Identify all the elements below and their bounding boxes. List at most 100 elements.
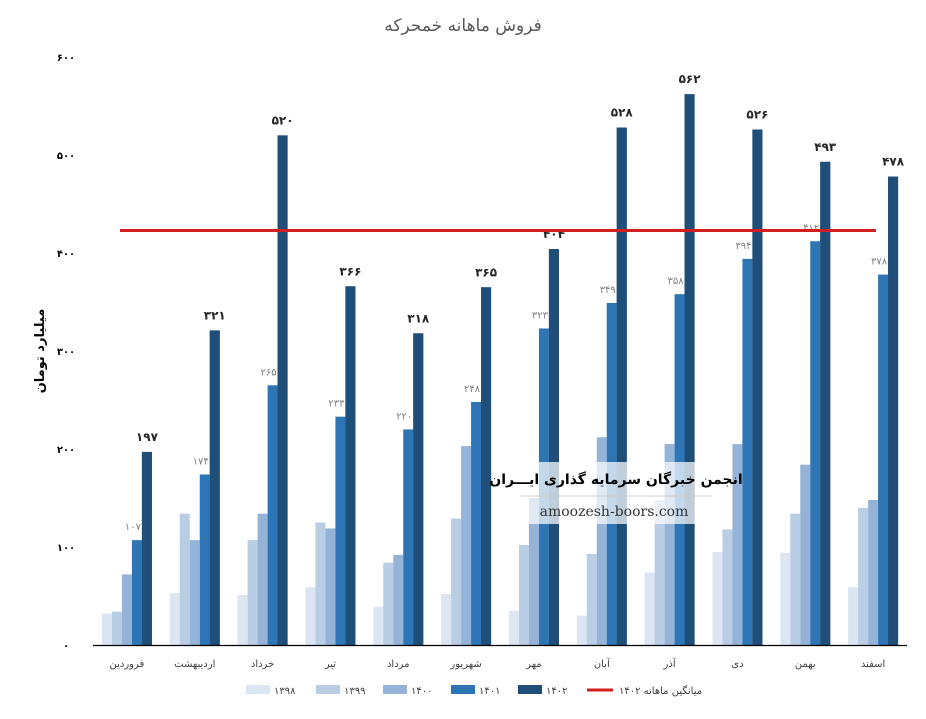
y-tick-label: ۰ [63, 641, 69, 652]
bar-2-6 [528, 498, 539, 645]
data-label-1402: ۳۲۱ [204, 308, 226, 322]
bar-1-2 [247, 540, 258, 645]
bar-1402-overlay [820, 161, 831, 646]
bar-1402-overlay [481, 287, 492, 645]
data-label-1401: ۲۴۸ [464, 384, 481, 395]
x-tick-label: مهر [525, 659, 541, 670]
bar-1-8 [654, 499, 665, 645]
bar-3-2 [267, 385, 278, 645]
bar-1-1 [179, 513, 190, 645]
bar-2-0 [121, 574, 132, 645]
data-label-1402: ۵۲۸ [611, 106, 634, 120]
data-label-1401: ۱۰۷ [125, 522, 142, 533]
legend-swatch [316, 685, 340, 694]
bar-1-11 [858, 507, 869, 645]
bar-0-3 [305, 587, 316, 645]
bar-1-7 [586, 553, 597, 645]
legend-label: ۱۳۹۹ [344, 686, 365, 697]
y-tick-label: ۶۰۰ [57, 53, 75, 64]
x-tick-label: شهریور [449, 659, 481, 670]
data-label-1401: ۲۳۳ [328, 399, 345, 410]
bar-2-8 [664, 444, 675, 645]
data-label-1402: ۵۶۲ [679, 72, 702, 86]
bar-3-11 [878, 274, 889, 645]
data-label-1401: ۳۴۹ [600, 285, 616, 296]
bar-0-9 [712, 551, 723, 645]
bar-2-4 [393, 554, 404, 645]
bar-1402-overlay [277, 135, 288, 645]
bar-1-4 [383, 562, 394, 645]
data-label-1401: ۳۷۸ [871, 257, 888, 268]
data-label-1402: ۳۱۸ [407, 311, 430, 325]
data-label-1402: ۳۶۵ [475, 265, 497, 279]
x-tick-label: بهمن [795, 659, 816, 670]
x-tick-label: مرداد [387, 659, 410, 670]
legend-label: ۱۴۰۲ [546, 686, 567, 697]
legend-swatch [518, 685, 542, 694]
bar-1402-overlay [345, 286, 356, 645]
bar-2-3 [325, 528, 336, 645]
data-label-1402: ۱۹۷ [136, 430, 159, 444]
data-label-1401: ۳۹۴ [735, 241, 751, 252]
x-tick-label: آذر [663, 657, 677, 670]
x-tick-label: اردیبهشت [174, 659, 215, 670]
bar-3-0 [131, 540, 142, 645]
bar-2-10 [800, 464, 811, 645]
bar-3-4 [403, 429, 414, 645]
bar-2-2 [257, 513, 268, 645]
legend-swatch [383, 685, 407, 694]
bar-1-6 [518, 545, 529, 645]
data-label-1402: ۳۶۶ [339, 264, 361, 278]
watermark-box [505, 462, 727, 524]
bar-1402-overlay [752, 129, 763, 645]
y-tick-label: ۲۰۰ [57, 445, 75, 456]
watermark-title: انجمن خبرگان سرمایه گذاری ایـــران [489, 471, 742, 488]
bar-1402-overlay [413, 333, 424, 645]
data-label-1401: ۳۵۸ [668, 276, 685, 287]
data-label-1401: ۳۲۳ [532, 310, 549, 321]
data-label-1402: ۵۲۰ [272, 113, 294, 127]
data-label-1402: ۴۹۳ [814, 140, 837, 154]
x-tick-label: اسفند [861, 659, 885, 670]
bar-0-1 [169, 593, 180, 645]
y-tick-label: ۱۰۰ [57, 543, 75, 554]
legend-label: ۱۴۰۰ [411, 686, 432, 697]
bar-0-6 [508, 610, 519, 645]
legend-label: ۱۴۰۱ [479, 686, 500, 697]
bar-2-7 [596, 437, 607, 645]
bar-1402-overlay [141, 451, 152, 645]
bar-1402-overlay [209, 330, 220, 645]
bar-3-10 [810, 241, 821, 646]
bar-1-10 [790, 513, 801, 645]
data-label-1401: ۴۱۲ [803, 223, 819, 234]
y-tick-label: ۵۰۰ [57, 151, 75, 162]
bar-1402-overlay [548, 249, 559, 645]
x-tick-label: فروردین [110, 659, 145, 670]
bar-1-3 [315, 522, 326, 645]
legend-swatch [451, 685, 475, 694]
chart-title: فروش ماهانه خمحرکه [384, 16, 541, 36]
bar-0-4 [373, 606, 384, 645]
data-label-1402: ۵۲۶ [746, 108, 768, 122]
bar-0-10 [780, 552, 791, 645]
bar-0-2 [237, 595, 248, 645]
bar-2-5 [461, 446, 472, 645]
data-label-1401: ۱۷۴ [193, 456, 209, 467]
x-tick-label: دی [731, 659, 743, 670]
bar-1402-overlay [616, 127, 627, 645]
bar-0-0 [101, 613, 112, 645]
x-tick-label: تیر [324, 659, 337, 670]
bar-0-11 [848, 587, 859, 645]
bar-3-9 [742, 258, 753, 645]
bar-0-5 [441, 594, 452, 645]
data-label-1401: ۲۶۵ [261, 367, 277, 378]
x-tick-label: آبان [594, 657, 611, 670]
bar-1-9 [722, 529, 733, 645]
bar-0-8 [644, 572, 655, 645]
bar-3-1 [199, 474, 210, 645]
y-tick-label: ۳۰۰ [57, 347, 75, 358]
y-axis-label: میلیارد تومان [33, 309, 48, 394]
bar-1402-overlay [888, 176, 899, 645]
bar-2-11 [868, 499, 879, 645]
